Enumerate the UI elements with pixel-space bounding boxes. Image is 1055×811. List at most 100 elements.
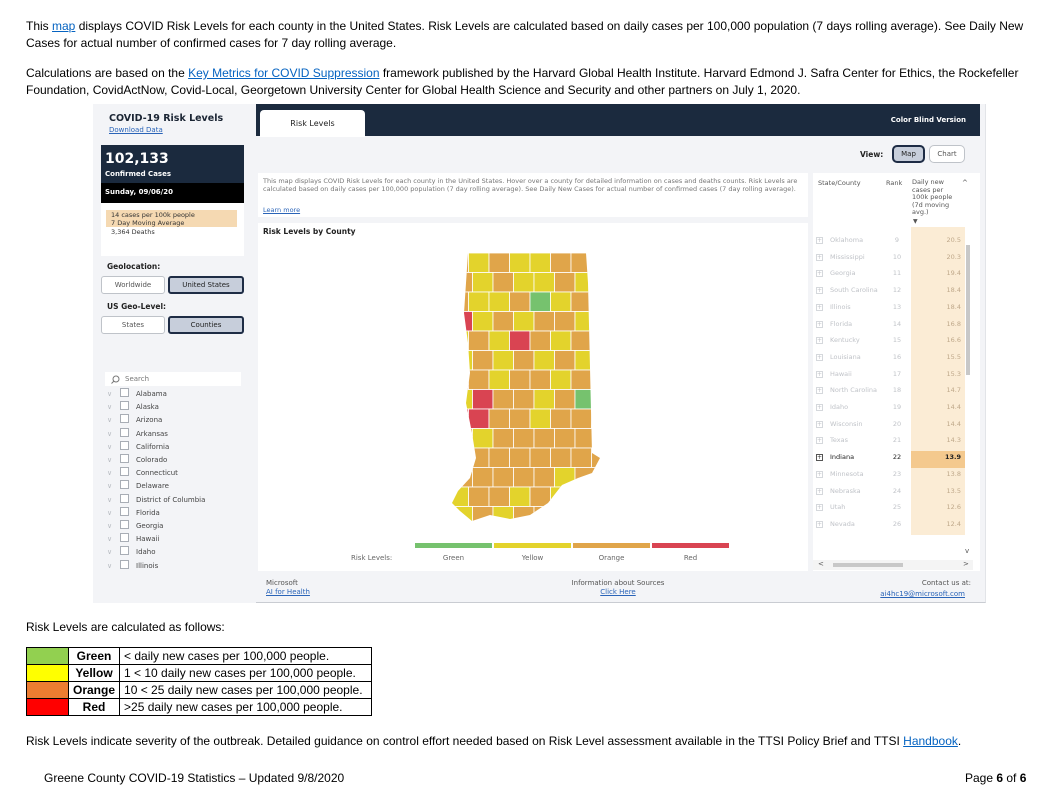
state-filter-item[interactable]: ∨ California (107, 440, 169, 454)
county[interactable] (554, 506, 576, 524)
table-row[interactable]: + South Carolina 12 18.4 (813, 284, 973, 302)
table-row[interactable]: + Louisiana 16 15.5 (813, 350, 973, 368)
county[interactable] (492, 389, 514, 410)
county[interactable] (591, 253, 613, 273)
expand-icon[interactable]: + (816, 420, 823, 428)
checkbox[interactable] (120, 427, 129, 437)
checkbox[interactable] (120, 533, 129, 543)
county[interactable] (591, 291, 613, 312)
county[interactable] (574, 272, 596, 293)
geolocation-united-states-button[interactable]: United States (168, 276, 244, 294)
table-row[interactable]: + Minnesota 23 13.8 (813, 467, 973, 485)
chevron-down-icon[interactable]: ∨ (107, 456, 113, 464)
state-filter-item[interactable]: ∨ Arizona (107, 414, 162, 427)
county[interactable] (450, 291, 469, 312)
county[interactable] (509, 253, 531, 273)
county[interactable] (509, 330, 531, 351)
county[interactable] (452, 389, 473, 410)
scroll-right-icon[interactable]: > (963, 560, 969, 568)
county[interactable] (574, 467, 596, 488)
county[interactable] (492, 467, 514, 488)
county[interactable] (595, 389, 613, 410)
chevron-down-icon[interactable]: ∨ (107, 390, 113, 398)
county[interactable] (595, 311, 613, 332)
county[interactable] (468, 369, 490, 390)
checkbox[interactable] (120, 401, 129, 411)
key-metrics-link[interactable]: Key Metrics for COVID Suppression (188, 66, 380, 80)
county[interactable] (550, 486, 572, 507)
scroll-up-icon[interactable]: ^ (962, 179, 968, 187)
county[interactable] (533, 350, 555, 371)
expand-icon[interactable]: + (816, 504, 823, 512)
checkbox[interactable] (120, 506, 129, 516)
county[interactable] (452, 506, 473, 524)
state-filter-item[interactable]: ∨ Georgia (107, 520, 163, 533)
county[interactable] (472, 272, 494, 293)
county[interactable] (488, 291, 510, 312)
county[interactable] (554, 350, 576, 371)
county[interactable] (574, 389, 596, 410)
table-row[interactable]: + Idaho 19 14.4 (813, 401, 973, 418)
chevron-down-icon[interactable]: ∨ (107, 429, 113, 438)
county[interactable] (574, 428, 596, 449)
county[interactable] (570, 253, 592, 273)
county[interactable] (574, 311, 596, 332)
county[interactable] (533, 506, 555, 524)
table-row[interactable]: + Utah 25 12.6 (813, 501, 973, 519)
county[interactable] (513, 272, 535, 293)
county[interactable] (450, 486, 469, 507)
county[interactable] (595, 467, 613, 488)
table-row[interactable]: + Florida 14 16.8 (813, 317, 973, 335)
county[interactable] (452, 428, 473, 449)
sort-desc-icon[interactable]: ▼ (913, 218, 918, 225)
expand-icon[interactable]: + (816, 370, 823, 378)
county[interactable] (529, 369, 551, 390)
county[interactable] (591, 330, 613, 351)
county[interactable] (533, 428, 555, 449)
expand-icon[interactable]: + (816, 487, 823, 495)
expand-icon[interactable]: + (816, 387, 823, 395)
county[interactable] (468, 447, 490, 468)
county[interactable] (472, 506, 494, 524)
table-row[interactable]: + Hawaii 17 15.3 (813, 367, 973, 385)
county[interactable] (529, 253, 551, 273)
state-search-box[interactable]: Search (105, 372, 241, 386)
county[interactable] (509, 447, 531, 468)
county[interactable] (468, 291, 490, 312)
geolocation-worldwide-button[interactable]: Worldwide (101, 276, 165, 294)
county[interactable] (591, 408, 613, 429)
county[interactable] (450, 408, 469, 429)
checkbox[interactable] (120, 520, 129, 529)
table-row[interactable]: + North Carolina 18 14.7 (813, 384, 973, 402)
county[interactable] (513, 389, 535, 410)
county[interactable] (450, 330, 469, 351)
view-chart-button[interactable]: Chart (929, 145, 965, 163)
county[interactable] (595, 428, 613, 449)
county[interactable] (554, 428, 576, 449)
expand-icon[interactable]: + (816, 353, 823, 361)
county[interactable] (591, 486, 613, 507)
table-row[interactable]: + Nevada 26 12.4 (813, 517, 973, 535)
county[interactable] (488, 253, 510, 273)
scroll-left-icon[interactable]: < (818, 560, 824, 568)
county[interactable] (450, 447, 469, 468)
county[interactable] (533, 389, 555, 410)
table-row[interactable]: +Alabama820.6 (813, 227, 973, 234)
county[interactable] (492, 506, 514, 524)
checkbox[interactable] (120, 388, 129, 397)
county[interactable] (570, 330, 592, 351)
county[interactable] (529, 291, 551, 312)
table-row[interactable]: + Kentucky 15 16.6 (813, 334, 973, 352)
county[interactable] (488, 486, 510, 507)
county[interactable] (529, 408, 551, 429)
county[interactable] (533, 467, 555, 488)
county[interactable] (570, 486, 592, 507)
state-filter-item[interactable]: ∨ Hawaii (107, 533, 159, 546)
chevron-down-icon[interactable]: ∨ (107, 522, 113, 530)
expand-icon[interactable]: + (816, 287, 823, 295)
handbook-link[interactable]: Handbook (903, 734, 958, 748)
expand-icon[interactable]: + (816, 520, 823, 528)
expand-icon[interactable]: + (816, 470, 823, 478)
county[interactable] (472, 389, 494, 410)
table-vertical-scrollbar[interactable] (966, 245, 970, 375)
